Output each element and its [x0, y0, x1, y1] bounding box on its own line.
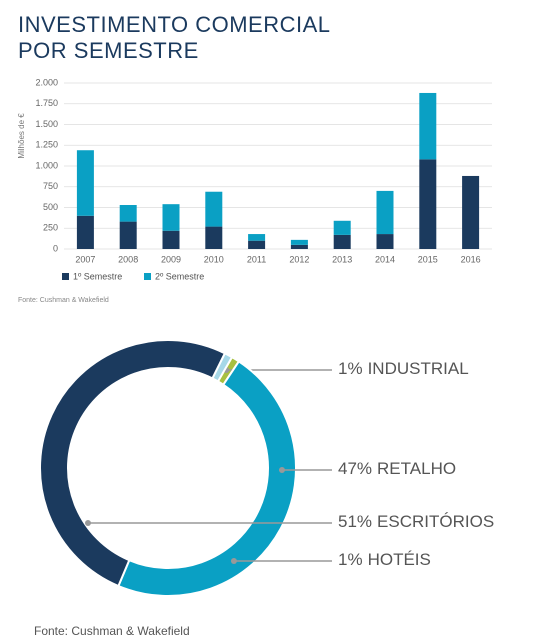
- y-tick-label: 1.500: [35, 119, 58, 129]
- bar-segment: [248, 234, 266, 241]
- x-tick-label: 2010: [204, 254, 224, 264]
- y-tick-label: 500: [43, 202, 58, 212]
- legend-label: 1º Semestre: [73, 271, 122, 281]
- x-tick-label: 2015: [418, 254, 438, 264]
- donut-segment: [117, 359, 297, 597]
- slice-value: 47%: [338, 459, 372, 478]
- y-tick-label: 1.250: [35, 140, 58, 150]
- legend-swatch: [62, 273, 69, 280]
- bar-segment: [119, 221, 137, 249]
- bar-segment: [419, 92, 437, 160]
- bar-segment: [333, 234, 351, 249]
- bar-segment: [162, 230, 180, 249]
- bar-segment: [248, 240, 266, 249]
- y-tick-label: 0: [53, 243, 58, 253]
- source: Fonte: Cushman & Wakefield: [34, 624, 190, 638]
- leader-dot: [278, 467, 285, 473]
- bar-segment: [205, 191, 223, 227]
- y-tick-label: 750: [43, 181, 58, 191]
- slice-label: 1% INDUSTRIAL: [338, 359, 469, 378]
- bar-segment: [333, 220, 351, 235]
- x-tick-label: 2014: [375, 254, 395, 264]
- y-tick-label: 1.000: [35, 160, 58, 170]
- chart-title: INVESTIMENTO COMERCIAL POR SEMESTRE: [18, 12, 330, 63]
- bar-segment: [419, 159, 437, 249]
- slice-label: 47% RETALHO: [338, 459, 456, 478]
- slice-value: 51%: [338, 512, 372, 531]
- slice-name: RETALHO: [377, 459, 456, 478]
- x-tick-label: 2009: [161, 254, 181, 264]
- y-tick-label: 250: [43, 223, 58, 233]
- y-tick-label: 1.750: [35, 98, 58, 108]
- x-tick-label: 2012: [289, 254, 309, 264]
- x-tick-label: 2007: [75, 254, 95, 264]
- slice-value: 1%: [338, 359, 363, 378]
- bar-segment: [290, 239, 308, 245]
- x-tick-label: 2016: [461, 254, 481, 264]
- donut-segment: [211, 352, 234, 383]
- bar-segment: [162, 204, 180, 231]
- donut-segment: [38, 339, 227, 588]
- slice-value: 1%: [338, 550, 363, 569]
- leader-dot: [85, 520, 91, 526]
- slice-name: INDUSTRIAL: [368, 359, 469, 378]
- bar-segment: [76, 150, 94, 216]
- y-tick-label: 2.000: [35, 77, 58, 87]
- bar-segment: [76, 215, 94, 249]
- legend-swatch: [144, 273, 151, 280]
- bar-segment: [376, 190, 394, 235]
- bar-segment: [376, 234, 394, 249]
- legend-label: 2º Semestre: [155, 271, 204, 281]
- source: Fonte: Cushman & Wakefield: [18, 297, 109, 304]
- bar-segment: [205, 226, 223, 249]
- bar-segment: [462, 175, 480, 249]
- slice-label: 51% ESCRITÓRIOS: [338, 512, 494, 531]
- bar-segment: [290, 244, 308, 249]
- leader-dot: [230, 558, 237, 564]
- x-tick-label: 2011: [247, 254, 266, 264]
- x-tick-label: 2008: [118, 254, 138, 264]
- slice-name: HOTÉIS: [368, 550, 431, 569]
- slice-name: ESCRITÓRIOS: [377, 512, 494, 531]
- slice-label: 1% HOTÉIS: [338, 550, 431, 569]
- bar-segment: [119, 205, 137, 222]
- y-axis-label: Milhões de €: [17, 113, 26, 159]
- x-tick-label: 2013: [332, 254, 352, 264]
